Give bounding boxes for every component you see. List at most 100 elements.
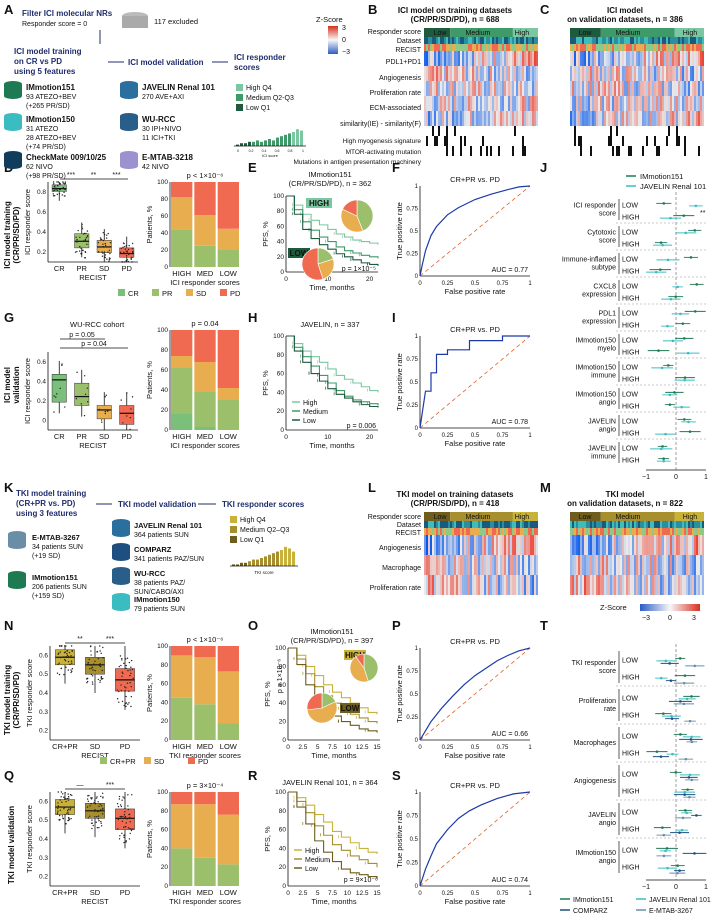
data-point — [67, 660, 70, 663]
heatmap-M-cell — [670, 535, 672, 555]
heatmap-M-cell — [696, 528, 698, 535]
pie-slice-low — [301, 247, 324, 281]
data-point — [128, 244, 130, 247]
y-tick: 0 — [164, 737, 168, 744]
heatmap-L-cell — [520, 535, 522, 555]
heatmap-L-cell — [528, 575, 530, 595]
data-point — [91, 675, 94, 677]
heatmap-L-cell — [486, 521, 488, 528]
heatmap-C-cell — [588, 126, 590, 136]
heatmap-C-cell — [702, 136, 704, 146]
x-tick: SD — [99, 264, 110, 273]
group-label: High — [683, 514, 698, 521]
y-axis-label: TKI responder score — [25, 659, 34, 727]
data-point — [128, 817, 130, 819]
heatmap-B-cell — [504, 136, 506, 146]
heatmap-B-cell — [444, 96, 446, 111]
heatmap-C-cell — [606, 81, 608, 96]
cohort-icon — [120, 84, 138, 96]
y-tick: 80 — [277, 208, 285, 215]
heatmap-B-cell — [474, 51, 476, 66]
heatmap-M-cell — [636, 555, 638, 575]
heatmap-C-cell — [664, 44, 666, 51]
heatmap-C-cell — [602, 81, 604, 96]
y-tick: 100 — [157, 789, 168, 796]
cohort-icon-base — [120, 125, 138, 131]
data-point — [75, 236, 77, 238]
heatmap-B-cell — [438, 96, 440, 111]
heatmap-M-cell — [578, 575, 580, 595]
heatmap-C-cell — [598, 81, 600, 96]
forest-row-label: Macrophages — [574, 740, 617, 747]
heatmap-C-cell — [644, 96, 646, 111]
heatmap-C-cell — [668, 111, 670, 126]
heatmap-L-cell — [536, 555, 538, 575]
data-point — [68, 651, 71, 654]
heatmap-B-cell — [476, 146, 478, 156]
heatmap-B-cell — [470, 146, 472, 156]
heatmap-C-cell — [660, 111, 662, 126]
heatmap-C-cell — [582, 51, 584, 66]
data-point — [61, 364, 63, 367]
data-point — [122, 246, 124, 249]
heatmap-B-cell — [496, 146, 498, 156]
heatmap-M-cell — [652, 528, 654, 535]
bar-CR-HIGH — [171, 414, 193, 430]
estimate-point — [678, 657, 682, 660]
data-point — [116, 802, 119, 805]
data-point — [127, 260, 130, 263]
level-label: HIGH — [622, 404, 640, 411]
heatmap-C-cell — [586, 126, 588, 136]
data-point — [91, 819, 93, 821]
heatmap-C-cell — [596, 37, 598, 44]
heatmap-C-cell — [636, 37, 638, 44]
hist-tick: 0 — [237, 149, 239, 153]
heatmap-B-cell — [506, 81, 508, 96]
heatmap-B-cell — [448, 111, 450, 126]
heatmap-B-cell — [442, 81, 444, 96]
heatmap-C-cell — [572, 126, 574, 136]
heatmap-B-cell — [508, 51, 510, 66]
data-point — [57, 653, 59, 655]
data-point — [97, 251, 100, 253]
heatmap-B-cell — [454, 111, 456, 126]
zscore-tick: 0 — [342, 37, 346, 44]
legend-label: Low — [303, 418, 317, 425]
heatmap-C-cell — [632, 44, 634, 51]
heatmap-L-cell — [532, 528, 534, 535]
heatmap-L-cell — [432, 575, 434, 595]
km-curve-Low — [286, 335, 379, 408]
heatmap-B-cell — [462, 96, 464, 111]
x-tick: PD — [122, 264, 133, 273]
y-tick: 80 — [161, 347, 169, 354]
data-point — [122, 815, 124, 818]
heatmap-L-cell — [490, 555, 492, 575]
data-point — [59, 651, 62, 653]
heatmap-M-cell — [664, 555, 666, 575]
heatmap-B-cell — [514, 81, 516, 96]
heatmap-C-cell — [586, 37, 588, 44]
heatmap-C-cell — [678, 111, 680, 126]
heatmap-L-cell — [452, 575, 454, 595]
heatmap-C-cell — [664, 96, 666, 111]
y-tick: 1 — [415, 646, 419, 652]
data-point — [124, 811, 126, 813]
level-label: LOW — [622, 418, 638, 425]
training-title: using 5 features — [14, 67, 76, 76]
heatmap-C-cell — [642, 96, 644, 111]
heatmap-C-cell — [696, 81, 698, 96]
heatmap-C-cell — [572, 81, 574, 96]
heatmap-M-cell — [604, 521, 606, 528]
heatmap-C-cell — [570, 146, 572, 156]
heatmap-C-cell — [584, 126, 586, 136]
heatmap-L-cell — [510, 521, 512, 528]
heatmap-B-cell — [478, 66, 480, 81]
heatmap-L-cell — [450, 535, 452, 555]
x-tick: LOW — [220, 888, 238, 897]
heatmap-L-cell — [490, 535, 492, 555]
heatmap-M-cell — [572, 521, 574, 528]
data-point — [58, 662, 60, 664]
heatmap-L-cell — [516, 555, 518, 575]
data-point — [99, 663, 101, 665]
heatmap-C-cell — [696, 51, 698, 66]
